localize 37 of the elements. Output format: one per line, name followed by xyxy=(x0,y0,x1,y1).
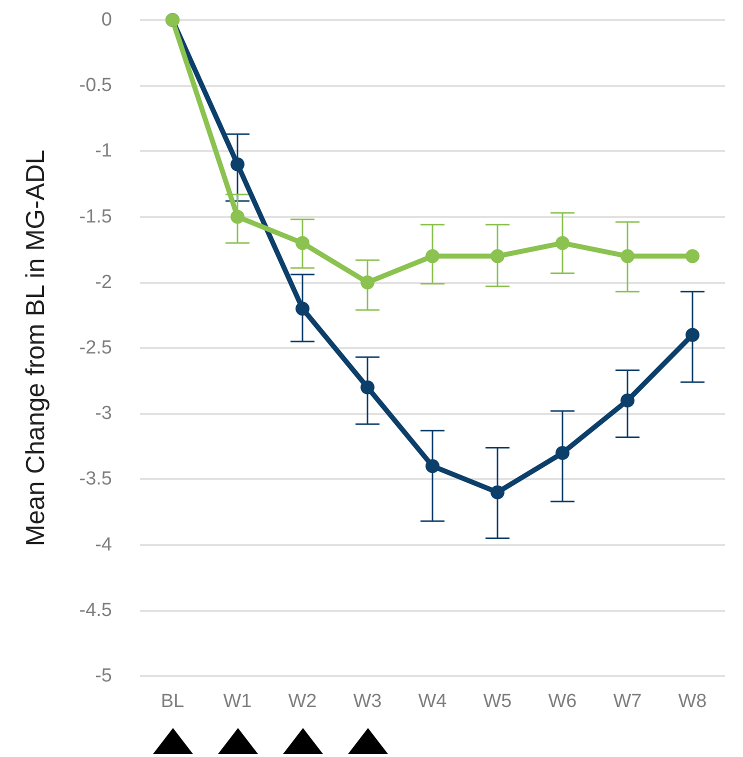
point xyxy=(556,236,570,250)
point xyxy=(490,485,504,500)
point xyxy=(686,328,700,342)
x-tick-label: W2 xyxy=(288,691,317,712)
point xyxy=(296,302,310,316)
point xyxy=(426,459,440,474)
x-tick-label: W5 xyxy=(483,691,512,712)
y-tick-label: 0 xyxy=(101,10,112,30)
point xyxy=(620,393,634,408)
y-tick-label: -2 xyxy=(95,272,112,293)
x-tick-label: W7 xyxy=(613,691,642,712)
x-tick-label: W8 xyxy=(678,691,707,712)
y-axis-title: Mean Change from BL in MG-ADL xyxy=(20,150,50,546)
point xyxy=(686,249,700,264)
point xyxy=(426,249,440,264)
point xyxy=(230,157,244,172)
y-tick-label: -1 xyxy=(95,140,112,162)
x-tick-label: W6 xyxy=(548,691,577,712)
x-tick-label: BL xyxy=(160,691,184,712)
y-tick-label: -4.5 xyxy=(79,600,112,621)
y-tick-label: -3.5 xyxy=(79,468,112,490)
point xyxy=(360,380,374,394)
point xyxy=(490,249,504,264)
point xyxy=(360,275,374,290)
x-tick-label: W4 xyxy=(418,691,448,712)
point xyxy=(556,446,570,460)
point xyxy=(620,249,634,264)
point xyxy=(296,236,310,250)
y-tick-label: -0.5 xyxy=(79,75,112,96)
y-tick-label: -4 xyxy=(95,534,112,556)
y-tick-label: -5 xyxy=(95,666,112,686)
y-tick-label: -2.5 xyxy=(79,338,112,358)
x-tick-label: W3 xyxy=(353,691,382,712)
point xyxy=(230,210,244,224)
y-tick-label: -1.5 xyxy=(79,206,112,228)
x-tick-label: W1 xyxy=(223,691,252,712)
y-tick-label: -3 xyxy=(95,403,112,424)
